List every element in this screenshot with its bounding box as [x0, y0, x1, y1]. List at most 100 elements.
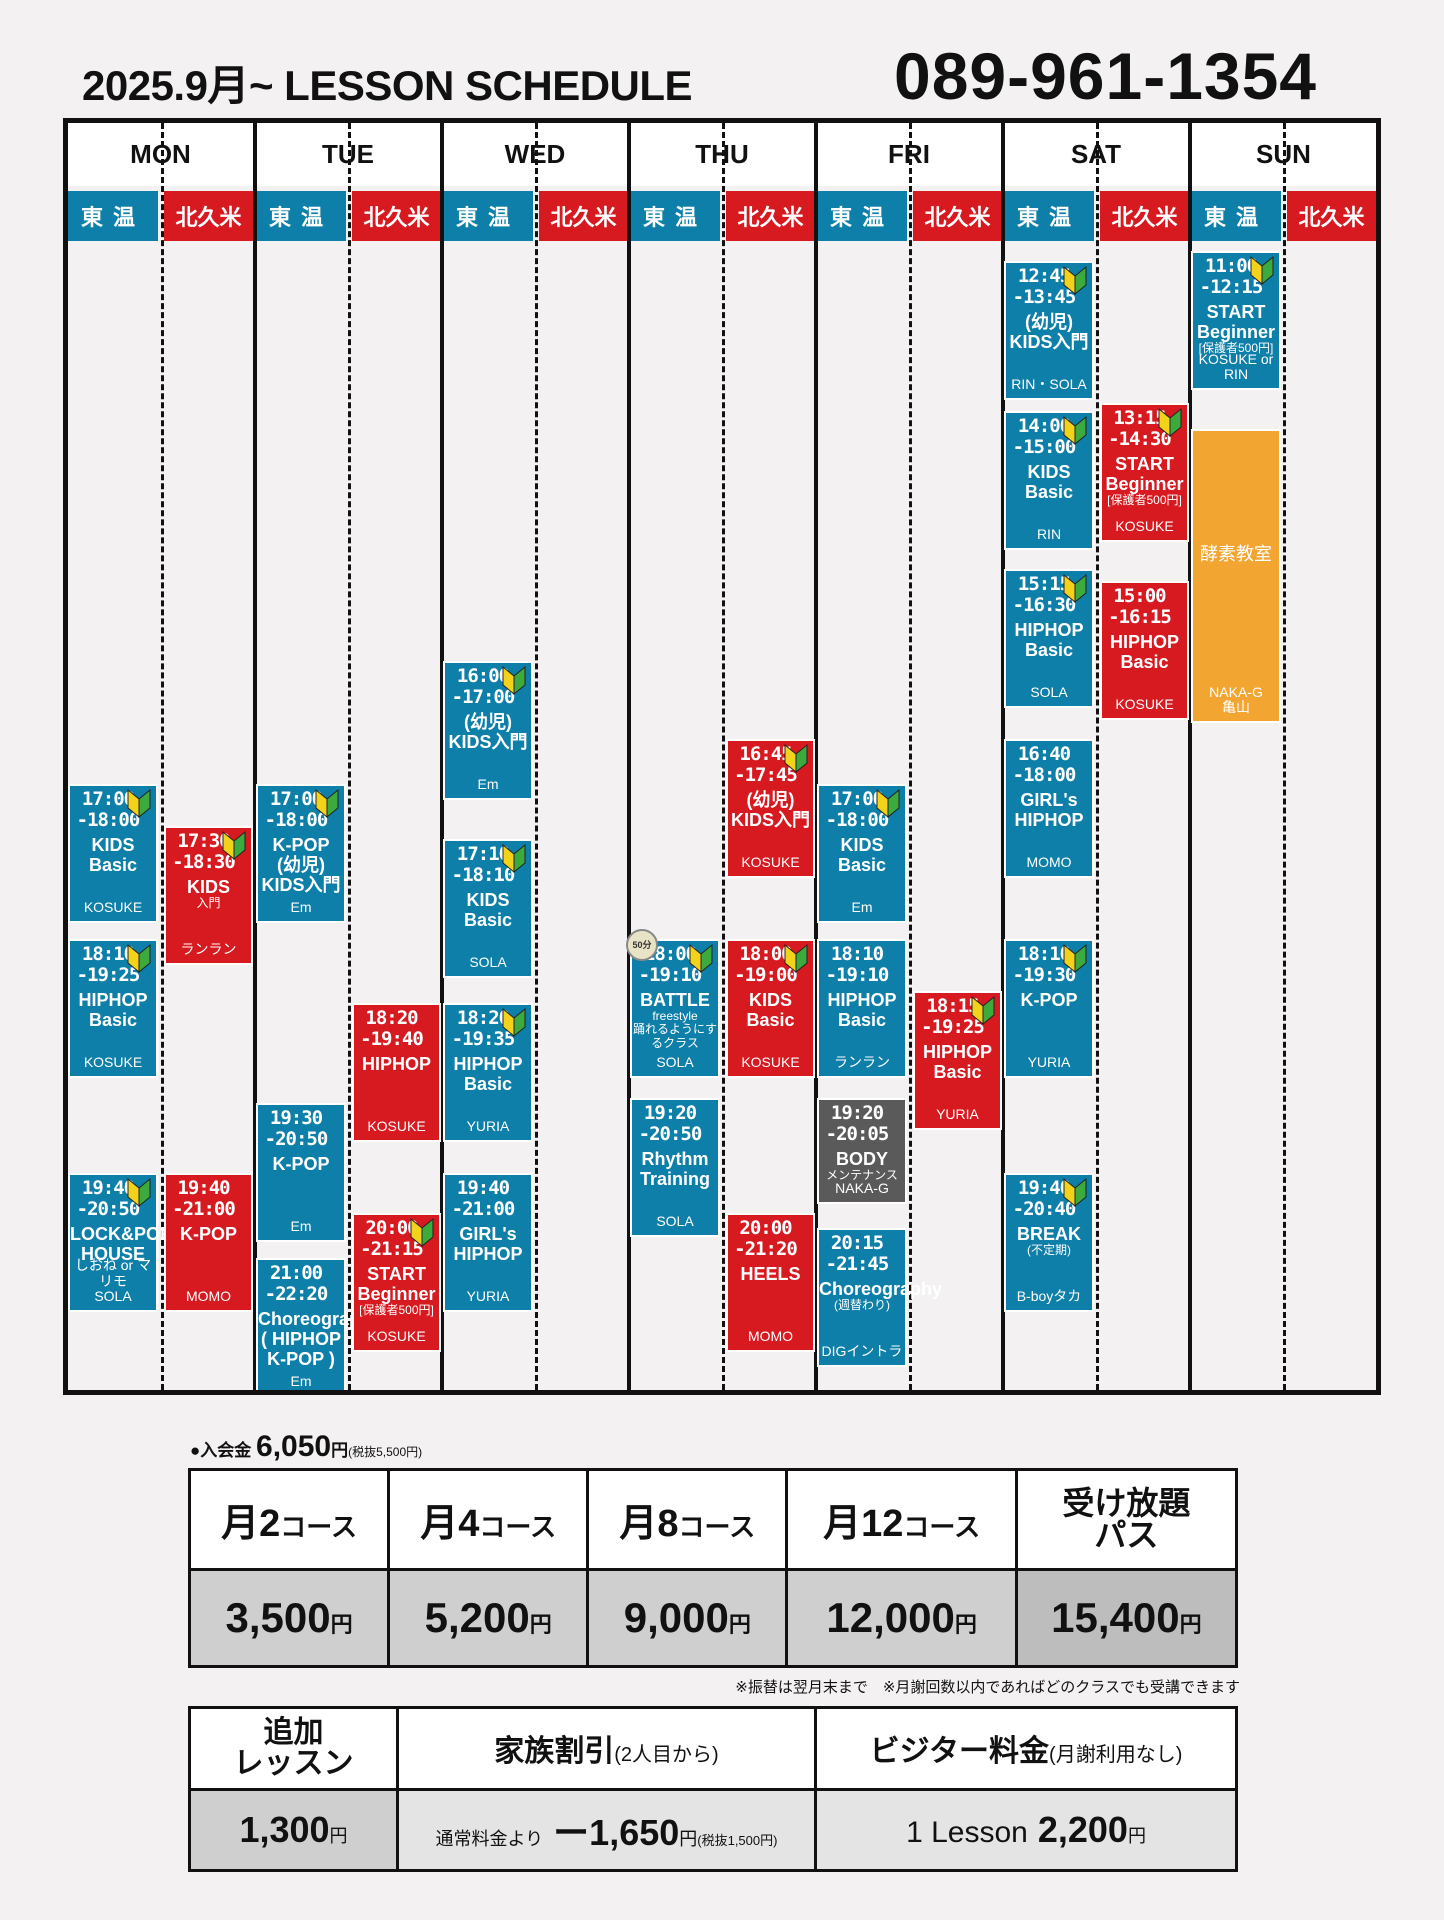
lesson-instructor: YURIA [466, 1118, 510, 1135]
lesson-note: メンテナンス [826, 1167, 898, 1182]
lesson-instructor: KOSUKE [741, 854, 800, 871]
lesson-block[interactable]: 15:15 -16:30 HIPHOP Basic SOLA [1006, 571, 1092, 706]
lesson-block[interactable]: 19:40 -21:00 K-POP MOMO [166, 1175, 251, 1310]
lesson-name: K-POP [272, 1153, 330, 1174]
lesson-instructor: SOLA [656, 1054, 694, 1071]
lesson-block[interactable]: 19:20 -20:50 Rhythm Training SOLA [632, 1100, 718, 1235]
lesson-time: 15:15 -16:30 [1012, 573, 1077, 617]
lesson-block[interactable]: 20:00 -21:20 HEELS MOMO [728, 1215, 813, 1350]
lesson-block[interactable]: 14:00 -15:00 KIDS Basic RIN [1006, 413, 1092, 548]
lesson-name: HIPHOP Basic [453, 1053, 523, 1094]
lesson-block[interactable]: 21:00 -22:20 Choreography ( HIPHOP K-POP … [258, 1260, 381, 1390]
location-kitakume: 北久米 [164, 191, 253, 241]
beginner-leaf-icon [126, 788, 152, 819]
location-kitakume: 北久米 [726, 191, 815, 241]
lesson-block[interactable]: 酵素教室 NAKA-G 亀山 [1193, 431, 1279, 721]
lesson-instructor: MOMO [747, 1328, 794, 1345]
lesson-block[interactable]: 19:30 -20:50 K-POP Em [258, 1105, 344, 1240]
lesson-name: K-POP (幼児) KIDS入門 [261, 834, 341, 895]
lesson-block[interactable]: 20:00 -21:15 START Beginner [保護者500円] KOSUK… [354, 1215, 439, 1350]
lesson-time: 11:00 -12:15 [1199, 255, 1264, 299]
lesson-instructor: NAKA-G [835, 1180, 889, 1197]
lesson-block[interactable]: 11:00 -12:15 START Beginner [保護者500円] KOSUK… [1193, 253, 1279, 388]
lesson-block[interactable]: 19:40 -21:00 GIRL's HIPHOP YURIA [445, 1175, 531, 1310]
lesson-block[interactable]: 18:10 -19:25 HIPHOP Basic KOSUKE [70, 941, 156, 1076]
beginner-leaf-icon [126, 1177, 152, 1208]
course-notes: ※振替は翌月末まで ※月謝回数以内であればどのクラスでも受講できます [735, 1679, 1240, 1696]
course-price: 9,000円 [586, 1567, 789, 1668]
lesson-instructor: MOMO [1026, 854, 1072, 871]
course-label: 月4コース [387, 1468, 590, 1571]
lesson-name: HIPHOP [361, 1053, 431, 1074]
lesson-note: 入門 [196, 895, 221, 910]
lesson-instructor: Em [290, 1373, 312, 1390]
lesson-block[interactable]: 17:00 -18:00 KIDS Basic Em [819, 786, 905, 921]
schedule-title: 2025.9月~ LESSON SCHEDULE [82, 62, 693, 109]
entry-fee-label: ●入会金 [190, 1441, 252, 1460]
lesson-block[interactable]: 17:00 -18:00 K-POP (幼児) KIDS入門 Em [258, 786, 344, 921]
lesson-block[interactable]: 13:15 -14:30 START Beginner [保護者500円] KOSUK… [1102, 405, 1187, 540]
lesson-name: (幼児) KIDS入門 [448, 711, 528, 752]
beginner-leaf-icon [1062, 573, 1088, 604]
lesson-note: (週替わり) [834, 1297, 890, 1312]
lesson-time: 18:15 -19:25 [921, 995, 985, 1039]
lesson-time: 14:00 -15:00 [1012, 415, 1077, 459]
lesson-instructor: YURIA [1027, 1054, 1071, 1071]
lesson-time: 19:40 -21:00 [451, 1177, 516, 1221]
lesson-instructor: Em [477, 776, 499, 793]
lesson-block[interactable]: 18:20 -19:35 HIPHOP Basic YURIA [445, 1005, 531, 1140]
phone-number[interactable]: 089-961-1354 [894, 39, 1318, 113]
lesson-block[interactable]: 16:40 -18:00 GIRL's HIPHOP MOMO [1006, 741, 1092, 876]
location-toon: 東温 [443, 191, 533, 241]
schedule-grid: MON TUE WED THU FRI SAT SUN 東温 北久米 東温 北久米 東温… [63, 118, 1381, 1395]
lesson-block[interactable]: 12:45 -13:45 (幼児) KIDS入門 RIN・SOLA [1006, 263, 1092, 398]
lesson-instructor: SOLA [1030, 684, 1068, 701]
lesson-time: 19:20 -20:50 [638, 1102, 703, 1146]
location-kitakume: 北久米 [352, 191, 441, 241]
lesson-name: START Beginner [1196, 301, 1275, 342]
lesson-block[interactable]: 16:00 -17:00 (幼児) KIDS入門 Em [445, 663, 531, 798]
lesson-time: 17:30 -18:30 [172, 830, 236, 874]
lesson-instructor: KOSUKE [1115, 696, 1174, 713]
lesson-instructor: Em [290, 899, 312, 916]
location-kitakume: 北久米 [539, 191, 628, 241]
lesson-block[interactable]: 16:45 -17:45 (幼児) KIDS入門 KOSUKE [728, 741, 813, 876]
lesson-block[interactable]: 18:15 -19:25 HIPHOP Basic YURIA [915, 993, 1000, 1128]
lesson-block[interactable]: 18:20 -19:40 HIPHOP KOSUKE [354, 1005, 439, 1140]
lesson-note: freestyle 踊れるようにするクラス [632, 1008, 718, 1050]
lesson-instructor: KOSUKE [741, 1054, 800, 1071]
lesson-block[interactable]: 19:40 -20:50 LOCK&POP HOUSE しおね or マリモ SOL… [70, 1175, 172, 1310]
lesson-instructor: しおね or マリモ SOLA [74, 1256, 152, 1305]
lesson-block[interactable]: 17:30 -18:30 KIDS 入門 ランラン [166, 828, 251, 963]
entry-fee-note: (税抜5,500円) [348, 1445, 423, 1459]
lesson-block[interactable]: 18:00 -19:10 BATTLE freestyle 踊れるようにするクラス S… [626, 929, 718, 1076]
divider [1283, 123, 1286, 1390]
lesson-instructor: Em [290, 1218, 312, 1235]
lesson-note: (不定期) [1027, 1242, 1071, 1257]
lesson-block[interactable]: 19:40 -20:40 BREAK (不定期) B-boyタカ [1006, 1175, 1092, 1310]
lesson-block[interactable]: 18:00 -19:00 KIDS Basic KOSUKE [728, 941, 813, 1076]
lesson-time: 17:00 -18:00 [825, 788, 890, 832]
divider [253, 123, 257, 1390]
divider [1001, 123, 1005, 1390]
day-mon: MON [68, 123, 253, 186]
lesson-block[interactable]: 18:10 -19:10 HIPHOP Basic ランラン [819, 941, 905, 1076]
beginner-leaf-icon [501, 665, 527, 696]
lesson-block[interactable]: 15:00 -16:15 HIPHOP Basic KOSUKE [1102, 583, 1187, 718]
lesson-name: KIDS [186, 876, 230, 897]
lesson-block[interactable]: 17:10 -18:10 KIDS Basic SOLA [445, 841, 531, 976]
lesson-name: GIRL's HIPHOP [1014, 789, 1084, 830]
extra-lesson-price: 1,300円 [188, 1787, 399, 1872]
lesson-block[interactable]: 19:20 -20:05 BODY メンテナンス NAKA-G [819, 1100, 905, 1202]
lesson-name: (幼児) KIDS入門 [730, 789, 810, 830]
lesson-instructor: SOLA [469, 954, 507, 971]
divider [161, 123, 164, 1390]
course-price-table: 月2コース 月4コース 月8コース 月12コース 受け放題 パス 3,500円 … [187, 1468, 1239, 1668]
lesson-time: 18:20 -19:35 [451, 1007, 516, 1051]
course-price: 3,500円 [187, 1567, 391, 1668]
lesson-block[interactable]: 18:10 -19:30 K-POP YURIA [1006, 941, 1092, 1076]
lesson-time: 20:15 -21:45 [825, 1232, 890, 1276]
lesson-block[interactable]: 17:00 -18:00 KIDS Basic KOSUKE [70, 786, 156, 921]
beginner-leaf-icon [1062, 943, 1088, 974]
lesson-block[interactable]: 20:15 -21:45 Choreography (週替わり) DIGイントラ [819, 1230, 942, 1365]
